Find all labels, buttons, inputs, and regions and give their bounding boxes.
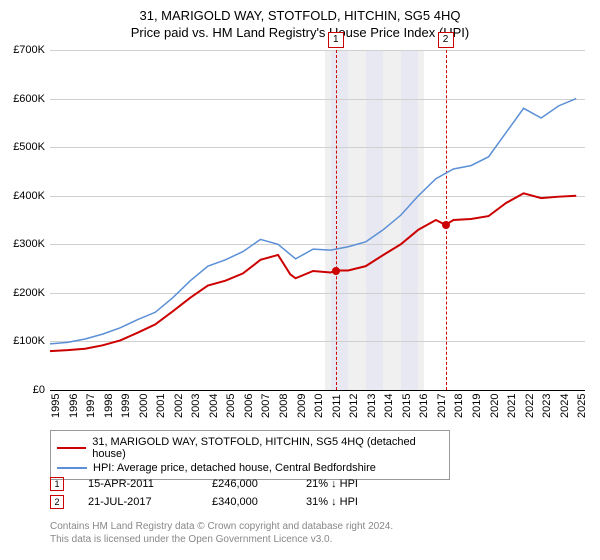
legend-label: 31, MARIGOLD WAY, STOTFOLD, HITCHIN, SG5… — [92, 436, 443, 460]
legend-swatch — [57, 467, 87, 469]
x-tick-label: 2018 — [453, 394, 465, 418]
y-tick-label: £400K — [13, 190, 45, 202]
y-tick-label: £100K — [13, 335, 45, 347]
x-tick-label: 2011 — [331, 394, 343, 418]
sale-row-marker: 2 — [50, 495, 64, 509]
x-tick-label: 2010 — [313, 394, 325, 418]
sale-marker-box: 2 — [438, 32, 454, 48]
x-tick-label: 1999 — [120, 394, 132, 418]
footer-attribution: Contains HM Land Registry data © Crown c… — [50, 520, 393, 546]
chart-subtitle: Price paid vs. HM Land Registry's House … — [0, 23, 600, 40]
series-hpi — [50, 99, 576, 344]
sale-marker-box: 1 — [328, 32, 344, 48]
sale-price: £340,000 — [212, 496, 282, 508]
x-tick-label: 2001 — [155, 394, 167, 418]
x-tick-label: 2007 — [260, 394, 272, 418]
sale-dot — [442, 221, 450, 229]
legend-row: HPI: Average price, detached house, Cent… — [57, 461, 443, 475]
y-tick-label: £500K — [13, 141, 45, 153]
x-tick-label: 2023 — [541, 394, 553, 418]
sale-row: 2 21-JUL-2017 £340,000 31% ↓ HPI — [50, 493, 386, 511]
x-tick-label: 2017 — [436, 394, 448, 418]
x-tick-label: 1995 — [50, 394, 62, 418]
sale-date: 21-JUL-2017 — [88, 496, 188, 508]
chart-container: 31, MARIGOLD WAY, STOTFOLD, HITCHIN, SG5… — [0, 0, 600, 560]
x-tick-label: 2000 — [138, 394, 150, 418]
legend-row: 31, MARIGOLD WAY, STOTFOLD, HITCHIN, SG5… — [57, 435, 443, 461]
y-tick-label: £700K — [13, 44, 45, 56]
x-tick-label: 2008 — [278, 394, 290, 418]
x-tick-label: 1998 — [103, 394, 115, 418]
x-tick-label: 2019 — [471, 394, 483, 418]
x-tick-label: 1997 — [85, 394, 97, 418]
chart-title: 31, MARIGOLD WAY, STOTFOLD, HITCHIN, SG5… — [0, 0, 600, 23]
sale-diff: 21% ↓ HPI — [306, 478, 386, 490]
y-tick-label: £0 — [33, 384, 45, 396]
x-tick-label: 2013 — [366, 394, 378, 418]
legend-box: 31, MARIGOLD WAY, STOTFOLD, HITCHIN, SG5… — [50, 430, 450, 480]
x-tick-label: 2022 — [524, 394, 536, 418]
x-tick-label: 2005 — [225, 394, 237, 418]
x-tick-label: 2020 — [489, 394, 501, 418]
sale-dot — [332, 267, 340, 275]
x-tick-label: 1996 — [68, 394, 80, 418]
x-tick-label: 2024 — [559, 394, 571, 418]
sale-row: 1 15-APR-2011 £246,000 21% ↓ HPI — [50, 475, 386, 493]
y-tick-label: £600K — [13, 93, 45, 105]
x-tick-label: 2014 — [383, 394, 395, 418]
sale-row-marker: 1 — [50, 477, 64, 491]
footer-line2: This data is licensed under the Open Gov… — [50, 533, 393, 546]
legend-label: HPI: Average price, detached house, Cent… — [93, 462, 376, 474]
x-tick-label: 2006 — [243, 394, 255, 418]
footer-line1: Contains HM Land Registry data © Crown c… — [50, 520, 393, 533]
x-tick-label: 2015 — [401, 394, 413, 418]
x-tick-label: 2003 — [190, 394, 202, 418]
plot-area: 12 £0£100K£200K£300K£400K£500K£600K£700K… — [50, 50, 585, 391]
sales-table: 1 15-APR-2011 £246,000 21% ↓ HPI 2 21-JUL-201… — [50, 475, 386, 511]
series-svg — [50, 50, 585, 390]
sale-price: £246,000 — [212, 478, 282, 490]
x-tick-label: 2009 — [296, 394, 308, 418]
series-property — [50, 193, 576, 351]
x-tick-label: 2016 — [418, 394, 430, 418]
legend-swatch — [57, 447, 86, 449]
x-tick-label: 2002 — [173, 394, 185, 418]
x-tick-label: 2004 — [208, 394, 220, 418]
y-tick-label: £300K — [13, 238, 45, 250]
x-tick-label: 2021 — [506, 394, 518, 418]
x-tick-label: 2012 — [348, 394, 360, 418]
sale-diff: 31% ↓ HPI — [306, 496, 386, 508]
sale-date: 15-APR-2011 — [88, 478, 188, 490]
x-tick-label: 2025 — [576, 394, 588, 418]
y-tick-label: £200K — [13, 287, 45, 299]
